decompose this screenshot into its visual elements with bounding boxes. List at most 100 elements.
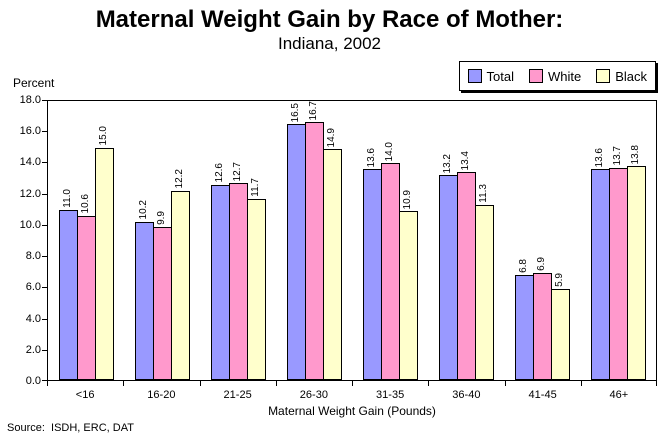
bar-total <box>590 169 610 380</box>
bar-white <box>380 163 400 380</box>
y-tick-label: 12.0 <box>19 187 41 200</box>
x-category-label: 46+ <box>609 389 629 401</box>
bar-black <box>322 149 342 380</box>
bar-slot: 16.7 <box>304 101 324 380</box>
bar-value-label: 13.2 <box>442 153 453 174</box>
y-tick-mark <box>42 256 47 258</box>
bar-black <box>246 198 266 380</box>
y-axis-title: Percent <box>13 76 55 90</box>
source-note: Source: ISDH, ERC, DAT <box>7 422 134 434</box>
bar-value-label: 12.2 <box>174 169 185 189</box>
bar-total <box>438 175 458 380</box>
bar-total <box>134 221 154 380</box>
bar-value-label: 9.9 <box>156 210 167 225</box>
bar-value-label: 10.6 <box>80 194 91 214</box>
y-tick-mark <box>42 162 47 164</box>
bar-value-label: 13.6 <box>594 147 605 168</box>
bar-black <box>94 147 114 380</box>
x-category-label: 36-40 <box>452 389 481 401</box>
bar-value-label: 13.8 <box>630 144 641 165</box>
bar-white <box>228 183 248 380</box>
bar-slot: 13.4 <box>456 101 476 380</box>
bar-group: 16.5 16.7 14.9 <box>276 101 352 380</box>
y-tick-mark <box>42 100 47 101</box>
bar-slot: 12.7 <box>228 101 248 380</box>
bar-black <box>550 288 570 380</box>
bar-group: 12.6 12.7 11.7 <box>200 101 276 380</box>
y-tick-mark <box>42 287 47 289</box>
x-category-label: 21-25 <box>223 389 252 401</box>
x-tick-mark <box>199 381 201 386</box>
bar-white <box>304 122 324 380</box>
bar-value-label: 6.8 <box>518 258 529 273</box>
bar-group: 13.2 13.4 11.3 <box>428 101 504 380</box>
legend-item-black: Black <box>596 69 647 84</box>
bar-slot: 14.9 <box>322 101 342 380</box>
bar-black <box>626 166 646 380</box>
y-tick-label: 8.0 <box>25 250 41 263</box>
y-tick-label: 6.0 <box>25 281 41 294</box>
x-tick-mark <box>275 381 277 386</box>
bar-value-label: 11.7 <box>250 177 261 197</box>
y-tick-mark <box>42 349 47 351</box>
bar-value-label: 16.5 <box>290 102 301 123</box>
chart-title: Maternal Weight Gain by Race of Mother: <box>95 6 564 33</box>
bar-value-label: 11.0 <box>62 188 73 208</box>
bar-value-label: 12.7 <box>232 161 243 182</box>
legend-swatch-icon <box>467 69 482 83</box>
bar-group: 11.0 10.6 15.0 <box>48 101 124 380</box>
legend-label: Black <box>615 68 647 84</box>
y-tick-mark <box>42 193 47 195</box>
bar-slot: 15.0 <box>94 101 114 380</box>
bar-black <box>398 211 418 380</box>
bar-slot: 13.8 <box>626 101 646 380</box>
bar-group: 10.2 9.9 12.2 <box>124 101 200 380</box>
plot-area: 11.0 10.6 15.0 10.2 9.9 12.2 12.6 12.7 11.7 16.5 1… <box>47 100 657 381</box>
bar-value-label: 16.7 <box>308 101 319 121</box>
bar-slot: 11.3 <box>474 101 494 380</box>
legend-item-white: White <box>528 69 581 84</box>
bar-white <box>608 167 628 380</box>
legend-item-total: Total <box>467 69 514 84</box>
x-tick-mark <box>428 381 430 386</box>
y-tick-mark <box>42 131 47 133</box>
bar-slot: 12.2 <box>170 101 190 380</box>
y-tick-mark <box>42 318 47 320</box>
x-category-label: 31-35 <box>376 389 405 401</box>
bar-slot: 16.5 <box>286 101 306 380</box>
bar-slot: 14.0 <box>380 101 400 380</box>
x-tick-mark <box>352 381 353 386</box>
x-axis-title: Maternal Weight Gain (Pounds) <box>268 404 436 418</box>
x-category-label: 26-30 <box>299 389 328 401</box>
bar-value-label: 12.6 <box>214 163 225 183</box>
bar-black <box>170 190 190 380</box>
legend: Total White Black <box>458 61 656 91</box>
bar-total <box>286 124 306 380</box>
bar-value-label: 14.0 <box>384 141 395 161</box>
bar-value-label: 13.6 <box>366 147 377 168</box>
bar-white <box>456 172 476 380</box>
y-tick-label: 18.0 <box>19 94 41 106</box>
bar-slot: 11.7 <box>246 101 266 380</box>
y-tick-label: 16.0 <box>19 125 41 138</box>
bar-value-label: 10.2 <box>138 200 149 220</box>
bar-slot: 6.9 <box>532 101 552 380</box>
x-tick-mark <box>656 381 657 386</box>
bar-total <box>210 184 230 380</box>
chart-subtitle: Indiana, 2002 <box>277 34 382 53</box>
bar-value-label: 10.9 <box>402 189 413 209</box>
bar-white <box>76 215 96 380</box>
bar-slot: 6.8 <box>514 101 534 380</box>
y-tick-label: 4.0 <box>25 312 41 325</box>
bar-white <box>152 226 172 380</box>
bar-value-label: 13.4 <box>460 150 471 171</box>
y-tick-mark <box>42 224 47 226</box>
legend-swatch-icon <box>596 69 611 83</box>
bar-value-label: 5.9 <box>554 272 565 287</box>
bar-total <box>362 169 382 380</box>
x-category-label: 41-45 <box>528 389 557 401</box>
x-tick-mark <box>580 381 582 386</box>
bar-black <box>474 204 494 380</box>
y-tick-mark <box>42 380 47 381</box>
y-tick-label: 2.0 <box>25 343 41 356</box>
